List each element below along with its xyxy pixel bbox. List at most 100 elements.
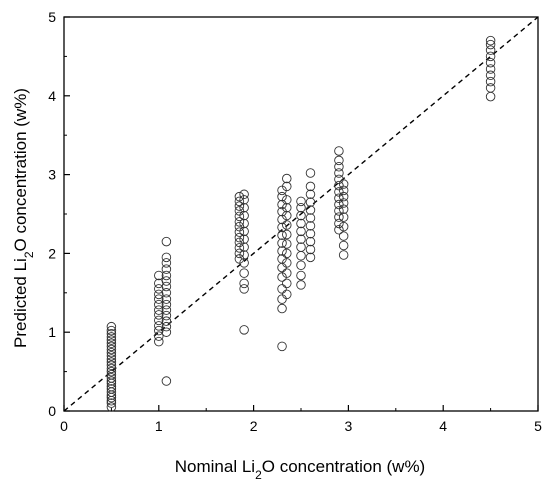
x-tick-label: 4 (439, 418, 447, 434)
data-point (485, 35, 496, 46)
data-point (305, 197, 316, 207)
data-point (239, 325, 249, 335)
data-point (239, 218, 249, 229)
data-point (338, 204, 349, 215)
data-point (154, 270, 164, 281)
data-point (282, 210, 292, 221)
axis-ticks: 0 1 2 3 4 5 0 1 2 3 4 5 (48, 9, 542, 434)
y-tick-label: 4 (48, 88, 56, 104)
data-point (485, 70, 496, 81)
y-axis-label: Predicted Li2O concentration (w%) (11, 88, 36, 348)
data-point (161, 264, 172, 274)
data-point (106, 376, 117, 386)
data-point (234, 191, 245, 202)
data-point (161, 276, 172, 286)
data-point (234, 201, 245, 211)
x-tick-label: 5 (534, 418, 542, 434)
data-point (277, 230, 287, 241)
data-point (338, 221, 349, 232)
data-point (338, 179, 349, 189)
data-point (239, 242, 249, 252)
data-point (154, 321, 164, 331)
data-point (282, 278, 292, 289)
x-tick-label: 2 (250, 418, 258, 434)
data-point (296, 280, 306, 290)
data-point (239, 210, 249, 221)
y-tick-label: 3 (48, 167, 56, 183)
data-point (161, 270, 172, 281)
data-point (154, 325, 164, 336)
data-point (334, 168, 344, 178)
data-point (161, 316, 172, 326)
data-point (239, 278, 249, 289)
data-point (338, 191, 349, 202)
data-point (277, 238, 287, 248)
data-point (305, 168, 316, 178)
data-point (296, 260, 306, 270)
data-point (161, 258, 172, 268)
y-tick-label: 1 (48, 324, 56, 340)
data-point (338, 212, 349, 222)
data-point (296, 196, 306, 207)
data-point (277, 246, 287, 256)
data-point (277, 191, 287, 202)
data-point (234, 243, 245, 253)
data-point (239, 268, 249, 278)
data-point (239, 234, 249, 244)
data-point (239, 189, 249, 200)
data-point (282, 181, 292, 192)
data-point (282, 258, 292, 268)
data-point (106, 354, 117, 364)
data-point (485, 45, 496, 55)
data-point (485, 57, 496, 68)
data-point (485, 64, 496, 74)
data-point (282, 229, 292, 240)
data-point (282, 173, 292, 184)
data-point (305, 221, 316, 231)
data-point (161, 252, 172, 263)
data-point (161, 281, 172, 292)
data-point (239, 284, 249, 294)
data-point (282, 220, 292, 230)
data-point (282, 289, 292, 300)
data-point (334, 218, 344, 229)
data-point (234, 211, 245, 222)
data-point (305, 228, 316, 239)
data-point (106, 384, 117, 394)
data-point (106, 370, 117, 380)
data-point (239, 195, 249, 205)
data-point (334, 146, 344, 156)
data-point (154, 305, 164, 315)
data-point (239, 226, 249, 237)
data-point (161, 310, 172, 321)
data-point (154, 310, 164, 320)
data-point (485, 76, 496, 87)
data-point (334, 206, 344, 216)
data-point (161, 305, 172, 315)
data-point (277, 341, 287, 352)
data-point (282, 202, 292, 213)
data-point (296, 202, 306, 213)
y-tick-label: 0 (48, 403, 56, 419)
data-point (296, 234, 306, 244)
data-point (106, 398, 117, 408)
data-point (154, 336, 164, 347)
data-point (161, 294, 172, 304)
data-markers (106, 35, 496, 412)
data-point (296, 210, 306, 221)
data-point (338, 240, 349, 251)
data-point (305, 213, 316, 223)
data-point (106, 351, 117, 361)
data-point (485, 91, 496, 102)
data-point (277, 284, 287, 294)
data-point (106, 338, 117, 348)
data-point (305, 205, 316, 215)
data-point (296, 242, 306, 252)
x-tick-label: 0 (60, 418, 68, 434)
data-point (338, 231, 349, 241)
data-point (305, 189, 316, 200)
data-point (234, 248, 245, 259)
data-point (334, 161, 344, 172)
data-point (282, 268, 292, 278)
data-point (106, 325, 117, 336)
